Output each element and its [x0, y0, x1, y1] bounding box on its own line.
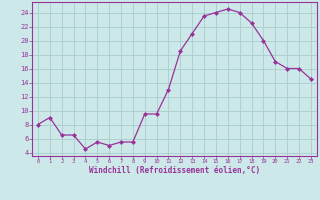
X-axis label: Windchill (Refroidissement éolien,°C): Windchill (Refroidissement éolien,°C): [89, 166, 260, 175]
